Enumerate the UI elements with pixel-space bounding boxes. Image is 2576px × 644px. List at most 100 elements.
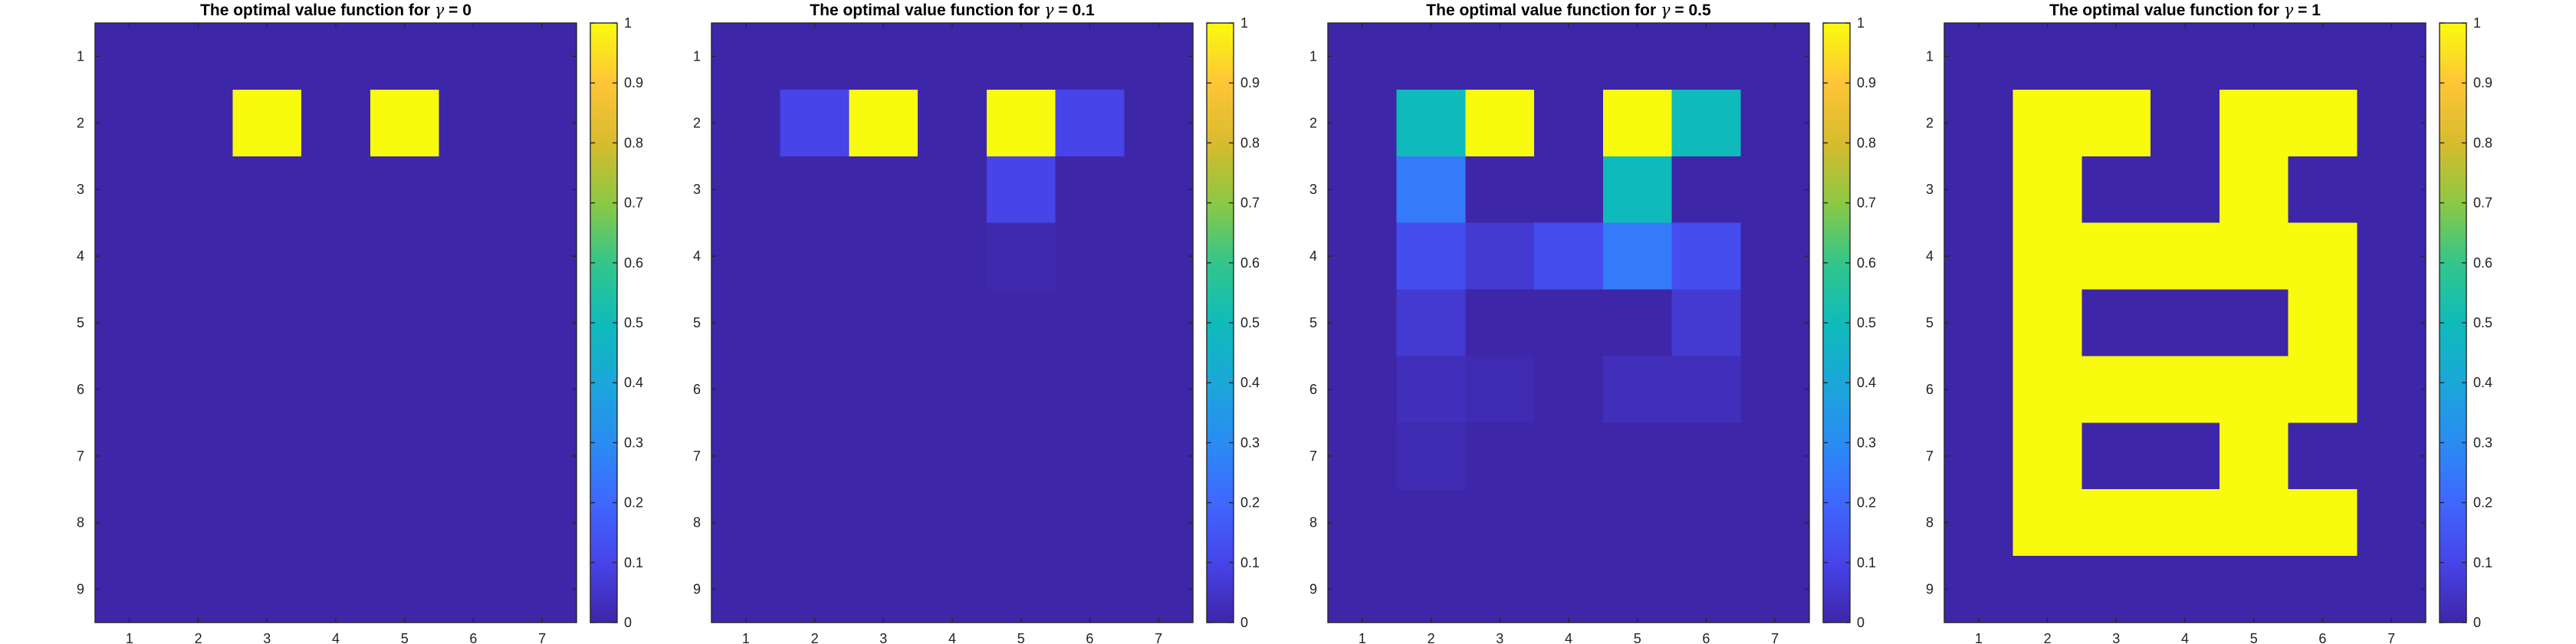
heatmap-cell-r8-c1: [1328, 489, 1398, 557]
heatmap-cell-r3-c7: [1740, 156, 1810, 224]
colorbar-tick-label: 0.6: [1857, 255, 1876, 271]
heatmap-cell-r6-c2: [1396, 356, 1467, 423]
heatmap-cell-r7-c6: [1671, 422, 1741, 490]
panel-title: The optimal value function for γ = 0: [200, 1, 472, 19]
heatmap-cell-r6-c5: [370, 356, 440, 423]
heatmap-cell-r6-c7: [1740, 356, 1810, 423]
x-tick-label: 3: [263, 631, 271, 644]
title-gamma-symbol: γ: [2284, 1, 2294, 19]
y-tick-label: 5: [693, 315, 701, 330]
heatmap-cell-r7-c7: [1124, 422, 1194, 490]
heatmap-cell-r5-c1: [711, 289, 781, 357]
heatmap-cell-r9-c2: [1396, 556, 1467, 623]
heatmap-cell-r4-c3: [849, 222, 918, 291]
heatmap-cell-r2-c4: [1534, 89, 1604, 157]
heatmap-cell-r4-c7: [508, 222, 577, 291]
y-tick-label: 1: [1309, 48, 1317, 64]
y-tick-label: 7: [693, 449, 701, 464]
colorbar-tick-label: 0.8: [1857, 135, 1876, 150]
heatmap-cell-r3-c2: [780, 156, 850, 224]
heatmap-cell-r5-c3: [849, 289, 918, 357]
heatmap-cell-r8-c7: [1740, 489, 1810, 557]
heatmap-cell-r6-c1: [1944, 356, 2014, 423]
title-gamma-symbol: γ: [1044, 1, 1054, 19]
x-tick-label: 3: [2112, 631, 2120, 644]
heatmap-cell-r2-c5: [370, 89, 440, 157]
heatmap-cell-r3-c4: [1534, 156, 1604, 224]
heatmap-cell-r8-c7: [2357, 489, 2426, 557]
heatmap-cell-r5-c3: [1465, 289, 1535, 357]
colorbar-tick-label: 0.4: [2473, 375, 2492, 390]
heatmap-cell-r5-c3: [2082, 289, 2151, 357]
y-tick-label: 4: [77, 248, 84, 264]
heatmap-cell-r3-c6: [2288, 156, 2358, 224]
heatmap-cell-r5-c6: [1671, 289, 1741, 357]
heatmap-cell-r6-c6: [1055, 356, 1125, 423]
y-tick-label: 7: [1926, 449, 1934, 464]
colorbar-tick-label: 0.8: [1240, 135, 1260, 150]
heatmap-cell-r9-c3: [2082, 556, 2151, 623]
heatmap-cell-r7-c1: [1944, 422, 2014, 490]
heatmap-cell-r2-c2: [2013, 89, 2083, 157]
heatmap-cell-r3-c5: [370, 156, 440, 224]
title-gamma-symbol: γ: [1661, 1, 1671, 19]
heatmap-cell-r6-c6: [1671, 356, 1741, 423]
heatmap-cell-r3-c5: [986, 156, 1056, 224]
y-tick-label: 3: [1309, 182, 1317, 197]
colorbar-tick-label: 0: [1857, 615, 1865, 630]
heatmap-cell-r1-c1: [711, 23, 781, 90]
colorbar-tick-label: 0.9: [1240, 75, 1260, 90]
heatmap-cell-r1-c3: [232, 23, 302, 90]
heatmap-cell-r4-c4: [918, 222, 987, 291]
heatmap-cell-r6-c5: [986, 356, 1056, 423]
heatmap-cell-r8-c2: [163, 489, 234, 557]
colorbar-tick-label: 0: [2473, 615, 2481, 630]
heatmap-cell-r1-c6: [1671, 23, 1741, 90]
heatmap-panel-2: The optimal value function for γ = 0.1 1 2…: [693, 1, 1260, 644]
heatmap-cell-r8-c1: [711, 489, 781, 557]
heatmap-cell-r2-c2: [1396, 89, 1467, 157]
title-prefix: The optimal value function for: [200, 2, 435, 19]
heatmap-cell-r2-c6: [439, 89, 508, 157]
y-tick-label: 9: [693, 582, 701, 597]
x-tick-label: 4: [1565, 631, 1572, 644]
y-tick-label: 5: [1309, 315, 1317, 330]
heatmap-cell-r4-c1: [95, 222, 165, 291]
heatmap-cell-r2-c7: [1740, 89, 1810, 157]
y-tick-label: 5: [1926, 315, 1934, 330]
heatmap-cell-r3-c3: [1465, 156, 1535, 224]
heatmap-cell-r6-c6: [439, 356, 508, 423]
y-tick-label: 3: [1926, 182, 1934, 197]
title-suffix: = 1: [2293, 2, 2321, 19]
heatmap-cell-r4-c5: [2219, 222, 2289, 291]
heatmap-cell-r9-c3: [849, 556, 918, 623]
colorbar-tick-label: 0.9: [2473, 75, 2492, 90]
heatmap-cell-r5-c7: [508, 289, 577, 357]
heatmap-cell-r4-c4: [2150, 222, 2220, 291]
y-tick-label: 3: [693, 182, 701, 197]
colorbar-tick-label: 0.3: [624, 435, 643, 450]
heatmap-cell-r7-c6: [439, 422, 508, 490]
heatmap-cell-r5-c6: [439, 289, 508, 357]
heatmap-cell-r9-c1: [711, 556, 781, 623]
heatmap-cell-r7-c1: [711, 422, 781, 490]
colorbar-tick-label: 0.2: [624, 495, 643, 511]
y-tick-label: 1: [1926, 48, 1934, 64]
heatmap-cell-r2-c4: [918, 89, 987, 157]
title-gamma-symbol: γ: [435, 1, 445, 19]
heatmap-cell-r5-c7: [1740, 289, 1810, 357]
x-tick-label: 7: [1771, 631, 1779, 644]
heatmap-cell-r5-c4: [301, 289, 371, 357]
y-tick-label: 9: [1309, 582, 1317, 597]
heatmap-cell-r3-c2: [2013, 156, 2083, 224]
heatmap-cell-r2-c4: [301, 89, 371, 157]
heatmap-cell-r5-c5: [370, 289, 440, 357]
heatmap-cell-r5-c5: [986, 289, 1056, 357]
x-tick-label: 4: [948, 631, 956, 644]
heatmap-cell-r5-c1: [95, 289, 165, 357]
colorbar-tick-label: 1: [624, 15, 632, 31]
heatmap-cell-r7-c4: [1534, 422, 1604, 490]
heatmap-cell-r7-c3: [2082, 422, 2151, 490]
heatmap-cell-r5-c5: [2219, 289, 2289, 357]
heatmap-cell-r7-c5: [2219, 422, 2289, 490]
